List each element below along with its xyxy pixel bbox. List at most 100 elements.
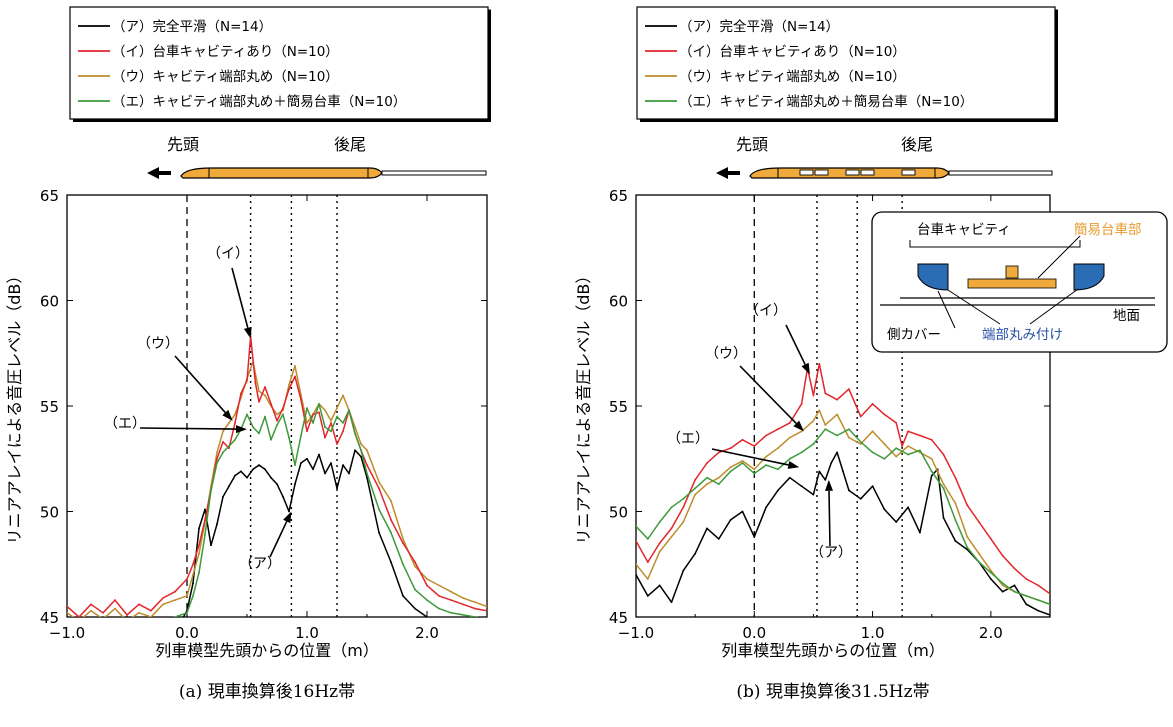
data-point-A	[426, 616, 428, 617]
data-point-I	[450, 599, 452, 602]
annotation-arrowhead	[235, 425, 247, 434]
inset-rounding-label: 端部丸み付け	[982, 327, 1063, 343]
data-point-A	[348, 472, 350, 475]
data-point-I	[474, 607, 476, 610]
x-axis-label: 列車模型先頭からの位置（m）	[155, 641, 379, 660]
data-point-E	[788, 457, 791, 460]
data-point-E	[252, 426, 254, 428]
train-tail-label: 後尾	[334, 135, 366, 154]
data-point-A	[848, 489, 850, 492]
data-point-I	[954, 476, 957, 479]
data-point-U	[682, 521, 685, 523]
data-point-E	[978, 561, 980, 564]
data-point-A	[1001, 590, 1004, 593]
data-point-I	[741, 438, 744, 441]
data-point-A	[871, 485, 874, 488]
data-point-U	[907, 445, 909, 447]
data-point-I	[67, 605, 68, 608]
data-point-A	[390, 561, 392, 564]
data-point-A	[658, 584, 661, 587]
inset-side-cover-left	[917, 263, 949, 291]
annotation-arrowhead	[825, 479, 834, 491]
legend-label-I: （イ）台車キャビティあり（N=10）	[112, 44, 339, 60]
data-point-A	[414, 607, 416, 610]
data-point-U	[753, 468, 756, 471]
data-point-I	[336, 443, 338, 445]
data-point-I	[414, 561, 416, 564]
inset-bogie-leader	[1037, 235, 1081, 279]
annotation-arrow	[269, 521, 288, 558]
data-point-A	[646, 595, 649, 597]
data-point-U	[354, 426, 356, 428]
data-point-E	[646, 538, 649, 540]
annotation-label: （イ）	[745, 303, 787, 319]
data-point-A	[682, 569, 685, 572]
data-point-I	[658, 542, 661, 545]
data-point-I	[895, 421, 898, 424]
data-point-U	[264, 394, 266, 397]
data-point-U	[324, 409, 326, 412]
train-tail-label: 後尾	[901, 135, 933, 154]
annotation-arrowhead	[222, 409, 233, 421]
annotations: （イ） （ウ） （エ） （ア）	[104, 246, 292, 572]
data-point-U	[824, 424, 827, 426]
legend-label-E: （エ）キャビティ端部丸め＋簡易台車（N=10）	[112, 94, 406, 110]
y-tick-label: 65	[40, 187, 59, 205]
data-point-E	[348, 409, 350, 412]
data-point-I	[942, 453, 945, 456]
data-point-E	[942, 487, 945, 490]
data-point-I	[138, 603, 140, 606]
data-point-I	[300, 398, 302, 401]
data-point-U	[636, 563, 637, 566]
data-point-I	[186, 578, 188, 580]
legend-shadow-bottom	[640, 119, 1058, 122]
inset-ground-label: 地面	[1113, 308, 1140, 324]
data-point-I	[192, 563, 194, 566]
data-point-E	[694, 487, 697, 490]
y-axis-label: リニアアレイによる音圧レベル（dB）	[574, 268, 593, 545]
x-axis-label: 列車模型先頭からの位置（m）	[721, 641, 945, 660]
train-support-rod	[381, 170, 487, 176]
data-point-E	[270, 438, 272, 441]
data-point-A	[210, 544, 212, 547]
train-head-label: 先頭	[736, 135, 768, 154]
data-point-I	[812, 394, 815, 397]
y-tick-label: 45	[609, 609, 628, 627]
data-point-A	[378, 531, 380, 534]
annotation-label: （エ）	[104, 416, 146, 432]
data-point-U	[90, 609, 92, 612]
data-point-A	[462, 625, 464, 627]
data-point-I	[162, 597, 164, 599]
data-point-U	[1001, 584, 1004, 587]
x-tick-label: 0.0	[742, 624, 766, 642]
data-point-U	[966, 535, 969, 538]
data-point-I	[90, 603, 92, 606]
data-point-I	[78, 616, 80, 617]
data-point-I	[390, 519, 392, 521]
data-point-I	[800, 402, 803, 405]
data-point-U	[706, 483, 708, 485]
data-point-U	[360, 443, 362, 445]
data-point-U	[276, 413, 278, 416]
data-point-U	[342, 394, 344, 397]
data-point-A	[246, 476, 248, 479]
data-point-I	[717, 451, 720, 454]
data-point-I	[126, 613, 128, 616]
data-point-U	[438, 584, 440, 587]
data-point-E	[414, 588, 416, 591]
data-point-E	[871, 451, 874, 454]
data-point-A	[372, 504, 374, 507]
annotation-label: （エ）	[667, 431, 709, 447]
data-point-U	[694, 493, 697, 496]
legend-box	[69, 6, 489, 120]
data-point-A	[474, 625, 476, 627]
data-point-I	[282, 407, 284, 410]
inset-cavity-bracket	[909, 240, 1081, 248]
data-point-A	[694, 552, 697, 555]
annotation-arrowhead	[283, 511, 292, 524]
data-point-I	[102, 611, 104, 614]
data-point-E	[210, 489, 212, 492]
data-point-E	[800, 451, 803, 454]
data-point-A	[788, 476, 791, 479]
data-point-U	[741, 459, 744, 462]
